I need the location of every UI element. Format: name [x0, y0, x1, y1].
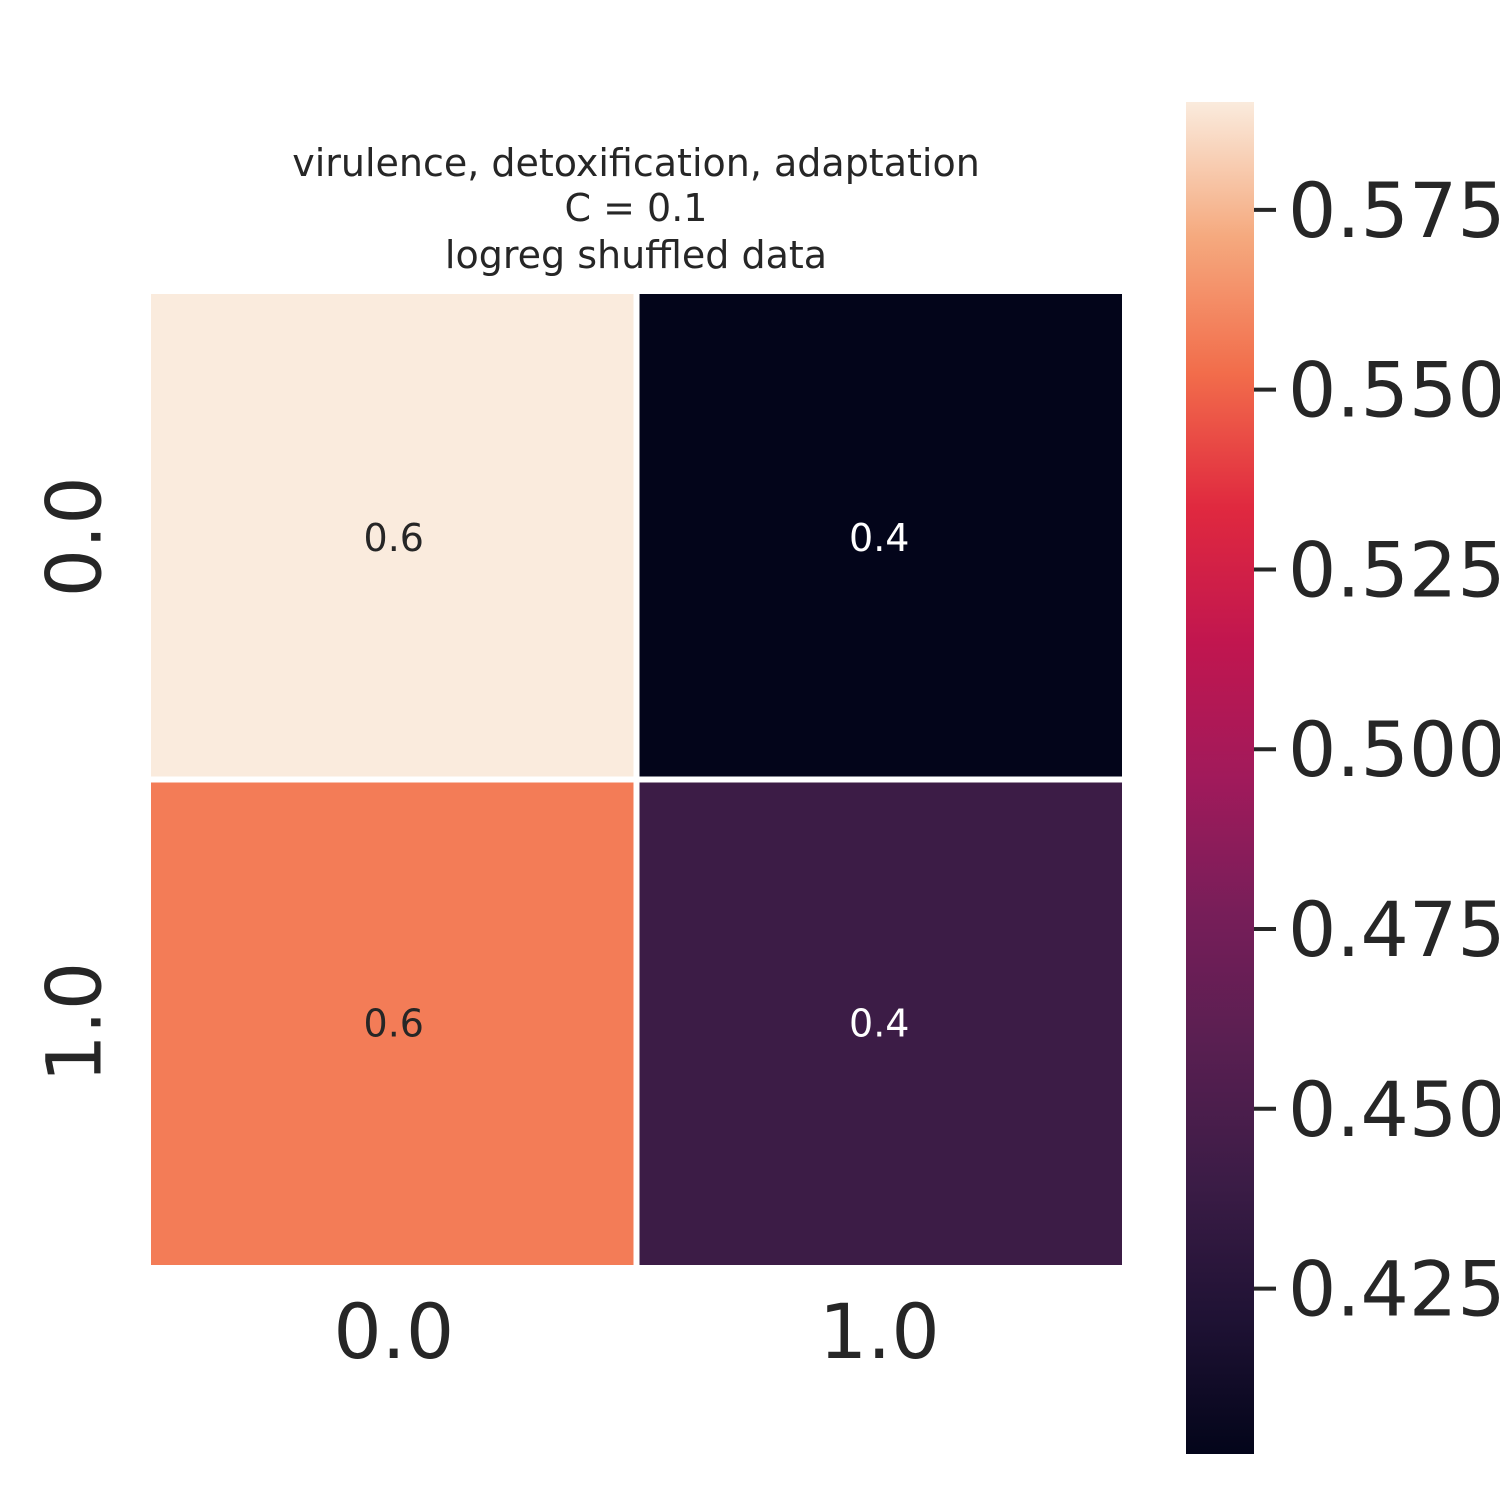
heatmap-cell [639, 782, 1122, 1265]
colorbar-gradient [1186, 102, 1254, 1454]
y-tick-labels: 0.0 1.0 [30, 476, 119, 1082]
colorbar-tick-label: 0.575 [1288, 166, 1500, 255]
cell-annotation: 0.6 [364, 1001, 424, 1045]
colorbar-tick-label: 0.425 [1288, 1245, 1500, 1334]
heatmap-cell [639, 294, 1122, 777]
colorbar-ticks: 0.425 0.450 0.475 0.500 0.525 0.550 0.575 [1254, 166, 1500, 1334]
y-tick-label: 0.0 [30, 476, 119, 597]
heatmap-cells [151, 294, 1122, 1265]
heatmap-cell [151, 782, 634, 1265]
colorbar-tick-label: 0.550 [1288, 346, 1500, 435]
cell-annotations: 0.6 0.4 0.6 0.4 [364, 516, 910, 1046]
title-line-3: logreg shuffled data [445, 233, 827, 277]
colorbar: 0.425 0.450 0.475 0.500 0.525 0.550 0.575 [1186, 102, 1500, 1454]
title-line-1: virulence, detoxification, adaptation [292, 141, 980, 185]
heatmap-cell [151, 294, 634, 777]
y-tick-label: 1.0 [30, 962, 119, 1083]
colorbar-tick-label: 0.450 [1288, 1065, 1500, 1154]
chart-title: virulence, detoxification, adaptation C … [292, 141, 980, 277]
colorbar-tick-label: 0.525 [1288, 525, 1500, 614]
colorbar-tick-label: 0.500 [1288, 705, 1500, 794]
x-tick-label: 0.0 [333, 1287, 454, 1376]
colorbar-tick-label: 0.475 [1288, 885, 1500, 974]
cell-annotation: 0.6 [364, 516, 424, 560]
cell-annotation: 0.4 [849, 516, 909, 560]
x-tick-label: 1.0 [819, 1287, 940, 1376]
cell-annotation: 0.4 [849, 1001, 909, 1045]
title-line-2: C = 0.1 [565, 186, 708, 230]
x-tick-labels: 0.0 1.0 [333, 1287, 939, 1376]
